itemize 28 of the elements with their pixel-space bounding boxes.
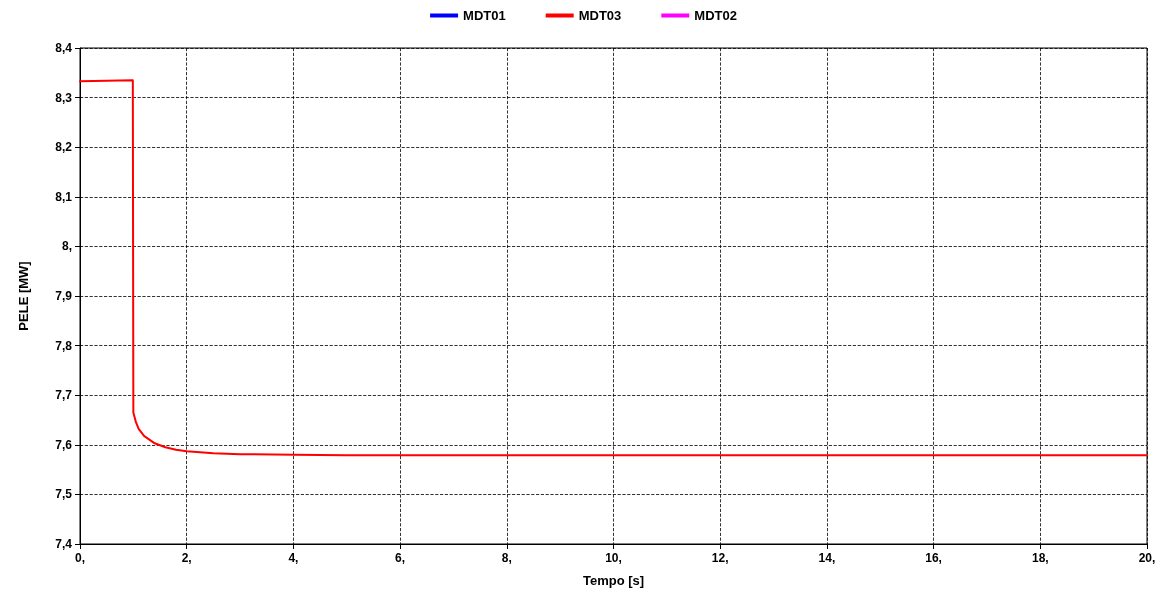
y-tick-label: 8,1: [55, 189, 73, 204]
y-tick-label: 8,3: [55, 90, 73, 105]
y-tick-label: 7,4: [55, 537, 73, 551]
legend-label: MDT02: [694, 8, 737, 23]
y-tick-label: 7,5: [55, 487, 73, 502]
x-tick-label: 18,: [1031, 551, 1049, 565]
y-tick-label: 7,9: [55, 289, 73, 303]
x-tick-label: 10,: [605, 551, 622, 565]
y-tick-label: 8,: [61, 239, 72, 254]
x-tick-label: 6,: [395, 551, 406, 565]
x-tick-label: 16,: [925, 551, 942, 565]
x-tick-label: 0,: [74, 551, 86, 565]
x-tick-label: 20,: [1138, 551, 1156, 565]
x-tick-label: 2,: [181, 551, 192, 565]
x-tick-label: 14,: [818, 551, 836, 565]
y-tick-label: 7,6: [55, 437, 73, 452]
y-axis-title: PELE [MW]: [16, 261, 31, 331]
x-tick-label: 12,: [711, 551, 729, 565]
x-tick-label: 4,: [288, 551, 299, 565]
x-axis-title: Tempo [s]: [582, 573, 645, 588]
y-tick-label: 7,8: [55, 338, 73, 353]
y-tick-label: 7,7: [55, 388, 73, 403]
x-tick-label: 8,: [501, 551, 512, 565]
legend-label: MDT01: [463, 8, 506, 23]
y-tick-label: 8,2: [55, 140, 73, 155]
line-series: [79, 79, 1148, 457]
legend-label: MDT03: [578, 8, 622, 23]
y-tick-label: 8,4: [55, 41, 73, 55]
